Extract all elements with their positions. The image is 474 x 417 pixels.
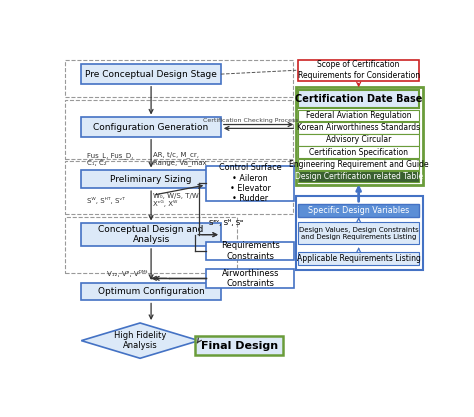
Text: Design Certification related Table: Design Certification related Table	[294, 172, 423, 181]
Text: Xᶜᴳ, Xᵂ: Xᶜᴳ, Xᵂ	[153, 200, 177, 207]
Text: Federal Aviation Regulation: Federal Aviation Regulation	[306, 111, 411, 120]
Bar	[206, 269, 294, 288]
Bar	[296, 87, 423, 185]
Bar	[82, 283, 221, 301]
Text: Engineering Requirement and Guide: Engineering Requirement and Guide	[289, 160, 428, 169]
Text: Fus_L, Fus_D,
C₁, C₂: Fus_L, Fus_D, C₁, C₂	[87, 152, 133, 166]
Bar	[298, 158, 419, 170]
Text: Optimum Configuration: Optimum Configuration	[98, 287, 204, 296]
Text: Pre Conceptual Design Stage: Pre Conceptual Design Stage	[85, 70, 217, 79]
Text: Certification Date Base: Certification Date Base	[295, 94, 422, 104]
Text: Certification Checking Process: Certification Checking Process	[202, 118, 298, 123]
Text: Scope of Certification
Requirements for Consideration: Scope of Certification Requirements for …	[298, 60, 419, 80]
Text: Sᵉᵛ, Sᴴ, Sᵅ: Sᵉᵛ, Sᴴ, Sᵅ	[209, 219, 243, 226]
Bar	[298, 134, 419, 146]
Bar	[206, 242, 294, 260]
Text: Specific Design Variables: Specific Design Variables	[308, 206, 409, 215]
Bar	[298, 171, 419, 182]
Bar	[298, 122, 419, 133]
Bar	[82, 224, 221, 246]
Polygon shape	[82, 323, 199, 358]
Text: Conceptual Design and
Analysis: Conceptual Design and Analysis	[99, 225, 204, 244]
Bar	[195, 337, 283, 355]
Text: W₀, W/S, T/W: W₀, W/S, T/W	[153, 193, 199, 199]
Bar	[82, 65, 221, 84]
Text: Design Values, Design Constraints
and Design Requirements Listing: Design Values, Design Constraints and De…	[299, 226, 419, 239]
Text: Applicable Requirements Listing: Applicable Requirements Listing	[297, 254, 420, 263]
Bar	[298, 222, 419, 244]
Bar	[65, 161, 292, 214]
Bar	[298, 110, 419, 121]
Text: Certification Specification: Certification Specification	[309, 148, 408, 157]
Text: Preliminary Sizing: Preliminary Sizing	[110, 175, 192, 184]
Bar	[298, 60, 419, 80]
Text: Korean Airworthiness Standards: Korean Airworthiness Standards	[297, 123, 420, 132]
Bar	[296, 196, 423, 270]
Bar	[298, 252, 419, 265]
Bar	[82, 118, 221, 137]
Bar	[82, 171, 221, 188]
Bar	[298, 204, 419, 217]
Text: High Fidelity
Analysis: High Fidelity Analysis	[114, 331, 166, 350]
Text: Sᵉᵛ, Sᴴ, Sᵅ: Sᵉᵛ, Sᴴ, Sᵅ	[209, 219, 243, 226]
Bar	[65, 60, 292, 97]
Text: Sᵂ, Sᴴᵀ, Sᵛᵀ: Sᵂ, Sᴴᵀ, Sᵛᵀ	[87, 198, 125, 204]
Bar	[298, 146, 419, 158]
Text: Advisory Circular: Advisory Circular	[326, 136, 392, 144]
Text: V₁₂, Vᵃ, Vᴰᴹᵗ: V₁₂, Vᵃ, Vᴰᴹᵗ	[107, 270, 147, 277]
Text: Final Design: Final Design	[201, 341, 278, 351]
Bar	[65, 217, 237, 273]
Bar	[65, 100, 292, 159]
Text: Airworthiness
Constraints: Airworthiness Constraints	[221, 269, 279, 288]
Text: Configuration Generation: Configuration Generation	[93, 123, 209, 132]
Text: Control Surface
• Aileron
• Elevator
• Rudder: Control Surface • Aileron • Elevator • R…	[219, 163, 282, 203]
Bar	[298, 90, 419, 108]
Bar	[206, 166, 294, 201]
Text: Requirements
Constraints: Requirements Constraints	[221, 241, 280, 261]
Text: AR, t/c, M_cr,
Range, Va_max: AR, t/c, M_cr, Range, Va_max	[153, 152, 207, 166]
